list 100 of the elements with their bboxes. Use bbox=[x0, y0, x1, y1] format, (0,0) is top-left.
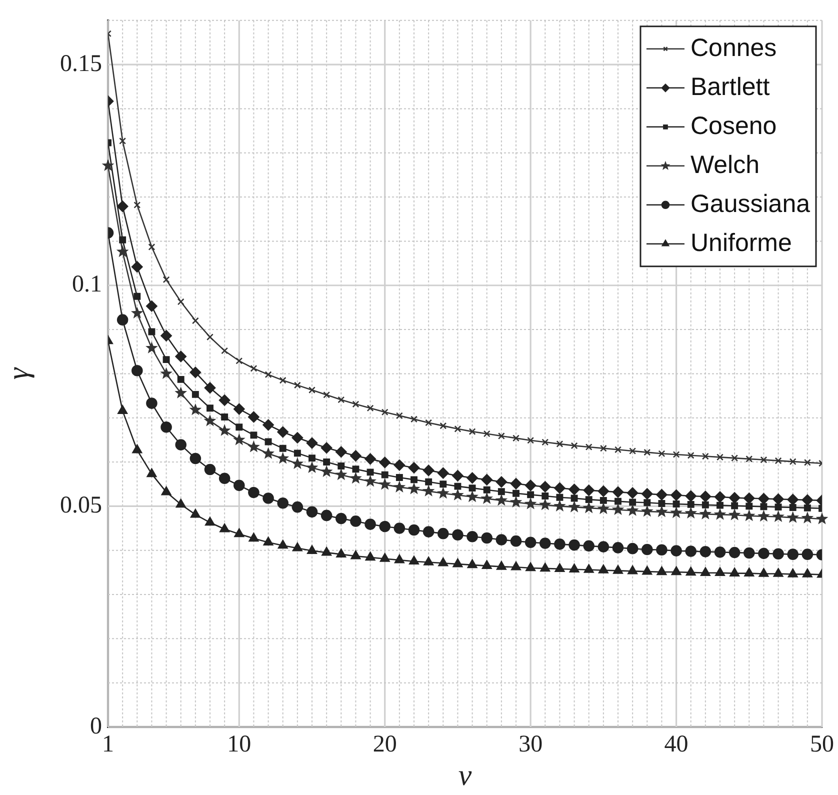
point bbox=[731, 502, 738, 510]
point bbox=[802, 494, 814, 506]
point bbox=[364, 474, 376, 487]
point bbox=[788, 568, 798, 578]
y-tick-label: 0.05 bbox=[60, 492, 102, 518]
point bbox=[350, 450, 362, 462]
point bbox=[352, 466, 360, 473]
point bbox=[715, 567, 725, 576]
point bbox=[394, 554, 404, 564]
point bbox=[204, 414, 216, 426]
point bbox=[424, 556, 434, 566]
point bbox=[684, 506, 698, 519]
point bbox=[658, 450, 666, 458]
point bbox=[146, 468, 157, 478]
x-tick-label: 1 bbox=[102, 732, 114, 758]
point bbox=[422, 484, 435, 496]
point bbox=[656, 566, 667, 576]
point bbox=[466, 490, 478, 502]
point bbox=[190, 452, 202, 464]
point bbox=[320, 465, 333, 477]
point bbox=[702, 452, 709, 460]
point bbox=[656, 489, 668, 500]
point bbox=[496, 476, 508, 488]
point bbox=[670, 489, 682, 501]
point bbox=[686, 566, 696, 576]
point bbox=[527, 436, 534, 444]
point bbox=[583, 484, 595, 496]
point bbox=[702, 501, 709, 508]
point bbox=[176, 498, 186, 508]
point bbox=[366, 404, 374, 412]
point bbox=[539, 538, 551, 549]
point bbox=[716, 454, 724, 461]
point bbox=[802, 568, 812, 578]
point bbox=[612, 542, 624, 554]
point bbox=[160, 330, 172, 342]
point bbox=[644, 499, 651, 506]
point bbox=[408, 524, 420, 536]
y-tick-label: 0.1 bbox=[72, 272, 102, 298]
point bbox=[437, 467, 449, 479]
point bbox=[628, 565, 638, 574]
point bbox=[205, 516, 215, 526]
point bbox=[292, 432, 304, 444]
x-axis-title: ν bbox=[458, 758, 472, 792]
point bbox=[263, 536, 274, 546]
point bbox=[774, 504, 782, 511]
point bbox=[512, 490, 520, 497]
point bbox=[467, 559, 478, 568]
point bbox=[482, 560, 492, 569]
point bbox=[569, 564, 580, 572]
point bbox=[206, 404, 214, 412]
point bbox=[598, 486, 610, 497]
point bbox=[802, 548, 814, 560]
point bbox=[760, 456, 768, 464]
point bbox=[161, 486, 172, 496]
point bbox=[410, 416, 418, 423]
point bbox=[454, 425, 462, 432]
point bbox=[744, 568, 754, 576]
point bbox=[568, 500, 580, 512]
point bbox=[658, 500, 666, 508]
point bbox=[204, 382, 216, 394]
point bbox=[338, 462, 345, 470]
point bbox=[570, 442, 578, 450]
point bbox=[279, 376, 286, 384]
point bbox=[540, 562, 550, 572]
point bbox=[498, 432, 505, 440]
point bbox=[641, 488, 653, 500]
point bbox=[262, 419, 274, 431]
x-tick-label: 20 bbox=[372, 732, 397, 758]
point bbox=[556, 440, 564, 448]
point bbox=[758, 548, 770, 560]
point bbox=[116, 200, 128, 212]
point bbox=[714, 508, 726, 520]
point bbox=[510, 496, 522, 508]
point bbox=[687, 500, 694, 508]
point bbox=[454, 482, 462, 490]
point bbox=[436, 486, 450, 499]
point bbox=[699, 508, 712, 520]
point bbox=[672, 451, 680, 458]
point bbox=[539, 481, 551, 492]
point bbox=[685, 546, 697, 557]
point bbox=[758, 510, 770, 522]
point bbox=[583, 540, 595, 552]
point bbox=[410, 476, 418, 484]
point bbox=[174, 386, 188, 398]
point bbox=[335, 446, 347, 458]
point bbox=[746, 502, 753, 510]
point bbox=[278, 540, 288, 549]
point bbox=[250, 364, 258, 372]
point bbox=[685, 490, 697, 502]
point bbox=[221, 347, 228, 354]
point bbox=[542, 438, 549, 446]
point bbox=[483, 430, 490, 438]
point bbox=[206, 334, 214, 341]
point bbox=[118, 405, 128, 414]
point bbox=[320, 442, 332, 454]
point bbox=[670, 506, 682, 518]
point bbox=[626, 487, 638, 499]
point bbox=[323, 458, 330, 466]
point bbox=[804, 458, 811, 466]
point bbox=[364, 518, 376, 530]
